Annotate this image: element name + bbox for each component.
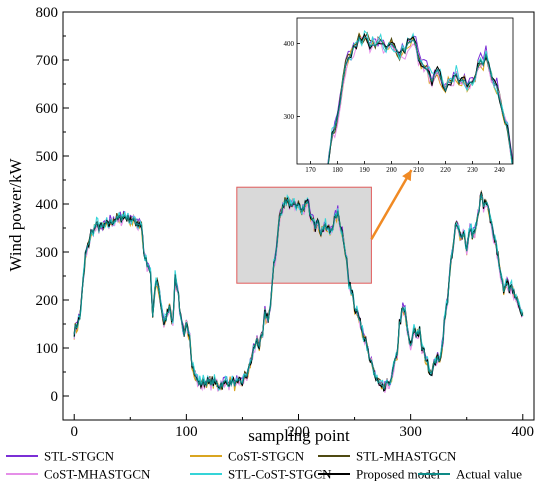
y-tick-label: 0 xyxy=(51,389,59,405)
chart-legend: STL-STGCN CoST-STGCN STL-MHASTGCN CoST-MHAS… xyxy=(6,449,522,482)
inset-background xyxy=(297,18,513,164)
legend-item: STL-STGCN xyxy=(6,449,115,464)
legend-label: STL-MHASTGCN xyxy=(356,449,457,464)
inset-x-tick-label: 180 xyxy=(332,166,343,174)
y-tick-label: 600 xyxy=(36,101,59,117)
inset-line-proposed-model xyxy=(327,32,513,164)
series-line-actual-value xyxy=(73,192,524,390)
y-tick-label: 500 xyxy=(36,149,59,165)
x-tick-label: 200 xyxy=(287,424,310,440)
inset-frame xyxy=(296,17,514,165)
main-plot-area: 0 100 200 300 400 500 600 700 800 0 100 200 300 400 xyxy=(36,5,535,440)
inset-x-tick-label: 190 xyxy=(359,166,370,174)
legend-item: Actual value xyxy=(418,467,522,482)
inset-x-tick-label: 240 xyxy=(494,166,505,174)
x-tick-label: 300 xyxy=(399,424,422,440)
legend-label: STL-STGCN xyxy=(44,449,115,464)
inset-y-tick-label: 400 xyxy=(284,40,295,48)
x-axis-title: sampling point xyxy=(248,426,350,445)
x-tick-label: 400 xyxy=(512,424,535,440)
inset-x-tick-label: 170 xyxy=(305,166,316,174)
inset-plot-area: 170 180 190 200 210 220 230 240 300 400 xyxy=(284,17,514,174)
y-tick-label: 800 xyxy=(36,5,59,21)
y-tick-label: 400 xyxy=(36,197,59,213)
zoom-arrow-shaft xyxy=(370,169,413,240)
inset-x-tick-label: 230 xyxy=(467,166,478,174)
legend-item: CoST-STGCN xyxy=(190,449,305,464)
y-tick-label: 300 xyxy=(36,245,59,261)
inset-lines xyxy=(327,29,513,164)
inset-line-actual-value xyxy=(327,36,513,164)
legend-item: STL-MHASTGCN xyxy=(318,449,457,464)
y-tick-label: 700 xyxy=(36,53,59,69)
inset-x-tick-label: 220 xyxy=(440,166,451,174)
inset-x-tick-label: 210 xyxy=(413,166,424,174)
zoom-arrow-head xyxy=(402,170,412,182)
y-tick-label: 200 xyxy=(36,293,59,309)
x-tick-label: 0 xyxy=(70,424,78,440)
y-tick-label: 100 xyxy=(36,341,59,357)
inset-y-tick-label: 300 xyxy=(284,113,295,121)
legend-label: STL-CoST-STGCN xyxy=(228,467,332,482)
legend-item: Proposed model xyxy=(318,467,441,482)
legend-label: CoST-STGCN xyxy=(228,449,305,464)
legend-label: Proposed model xyxy=(356,467,441,482)
legend-label: Actual value xyxy=(456,467,522,482)
x-tick-label: 100 xyxy=(175,424,198,440)
legend-item: CoST-MHASTGCN xyxy=(6,467,151,482)
legend-label: CoST-MHASTGCN xyxy=(44,467,151,482)
zoom-region-group xyxy=(370,169,413,240)
inset-x-tick-label: 200 xyxy=(386,166,397,174)
y-axis-title: Wind power/kW xyxy=(6,158,25,272)
legend-item: STL-CoST-STGCN xyxy=(190,467,332,482)
zoom-region-box xyxy=(236,186,372,284)
